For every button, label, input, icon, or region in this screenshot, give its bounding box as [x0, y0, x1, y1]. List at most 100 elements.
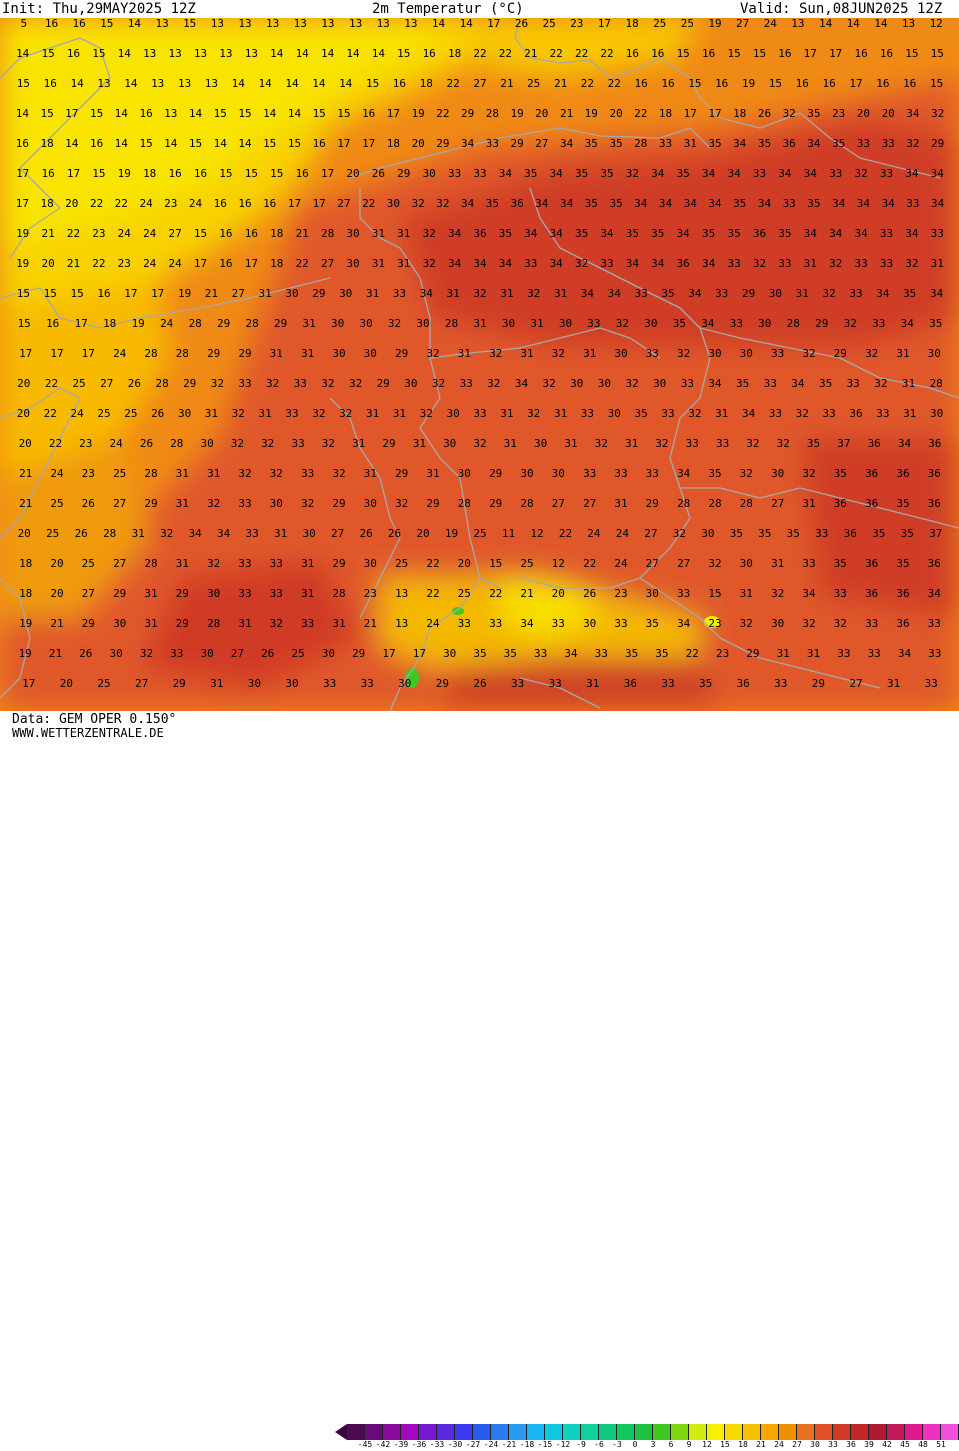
scale-swatch [815, 1424, 833, 1440]
temperature-value: 31 [205, 407, 218, 420]
temperature-value: 14 [346, 47, 360, 60]
temperature-value: 37 [929, 527, 942, 540]
temperature-value: 34 [901, 317, 915, 330]
temperature-value: 36 [844, 527, 857, 540]
temperature-value: 28 [176, 347, 189, 360]
border [359, 188, 501, 589]
temperature-value: 17 [708, 107, 721, 120]
temperature-value: 35 [609, 137, 622, 150]
temperature-value: 28 [170, 437, 183, 450]
alpine-cold-spot [405, 668, 419, 688]
temperature-value: 33 [270, 557, 283, 570]
temperature-value: 24 [614, 557, 628, 570]
temperature-value: 31 [352, 437, 365, 450]
temperature-value: 25 [395, 557, 408, 570]
temperature-value: 15 [219, 167, 232, 180]
temperature-value: 26 [82, 497, 95, 510]
temperature-value: 16 [661, 77, 674, 90]
temperature-value: 31 [238, 617, 251, 630]
country-borders [0, 18, 959, 711]
temperature-value: 15 [753, 47, 766, 60]
coastline [514, 18, 801, 129]
temperature-value: 17 [245, 257, 258, 270]
temperature-value: 17 [124, 287, 137, 300]
temperature-value: 17 [804, 47, 817, 60]
temperature-value: 30 [364, 557, 377, 570]
temperature-value: 23 [716, 647, 729, 660]
temperature-value: 33 [524, 257, 537, 270]
temperature-value: 24 [139, 197, 153, 210]
scale-swatch [671, 1424, 689, 1440]
temperature-value: 32 [802, 347, 815, 360]
temperature-value: 33 [771, 347, 784, 360]
temperature-value: 32 [616, 317, 629, 330]
temperature-value: 13 [377, 18, 390, 30]
temperature-value: 29 [812, 677, 825, 690]
temperature-value: 33 [270, 587, 283, 600]
scale-swatch [545, 1424, 563, 1440]
temperature-value: 17 [829, 47, 842, 60]
temperature-value: 34 [898, 437, 912, 450]
temperature-value: 17 [22, 677, 35, 690]
scale-tick-label: -9 [576, 1440, 586, 1449]
temperature-value: 36 [473, 227, 486, 240]
temperature-value: 30 [708, 347, 721, 360]
temperature-value: 28 [144, 557, 157, 570]
temperature-value: 5 [20, 18, 27, 30]
temperature-value: 35 [524, 167, 537, 180]
temperature-value: 32 [207, 497, 220, 510]
temperature-value: 33 [614, 467, 627, 480]
temperature-value: 29 [395, 347, 408, 360]
temperature-value: 31 [796, 287, 809, 300]
temperature-value: 23 [570, 18, 583, 30]
temperature-value: 29 [207, 347, 220, 360]
temperature-value: 33 [600, 257, 613, 270]
scale-swatch [707, 1424, 725, 1440]
temperature-value: 23 [118, 257, 131, 270]
temperature-value: 29 [436, 137, 449, 150]
scale-tick-label: -15 [537, 1440, 553, 1449]
coastline [0, 387, 81, 539]
temperature-value: 30 [178, 407, 191, 420]
temperature-value: 21 [49, 647, 62, 660]
temperature-value: 18 [19, 557, 32, 570]
temperature-value: 30 [443, 437, 456, 450]
temperature-value: 25 [72, 377, 85, 390]
scale-tick-label: 51 [936, 1440, 946, 1449]
temperature-value: 29 [489, 467, 502, 480]
temperature-value: 32 [207, 557, 220, 570]
temperature-value: 25 [527, 77, 540, 90]
temperature-value: 29 [173, 677, 186, 690]
temperature-value: 28 [787, 317, 800, 330]
temperature-value: 33 [847, 377, 860, 390]
temperature-value: 15 [17, 287, 30, 300]
temperature-value: 27 [677, 557, 690, 570]
temperature-value: 27 [232, 287, 245, 300]
temperature-value: 34 [802, 587, 816, 600]
temperature-value: 31 [625, 437, 638, 450]
map-footer: Data: GEM OPER 0.150° WWW.WETTERZENTRALE… [0, 711, 959, 1449]
temperature-value: 36 [865, 467, 878, 480]
temperature-value: 35 [834, 557, 847, 570]
temperature-value: 27 [231, 647, 244, 660]
temperature-value: 31 [902, 377, 915, 390]
temperature-value: 29 [352, 647, 365, 660]
temperature-value: 29 [931, 137, 944, 150]
border [329, 397, 401, 619]
temperature-value: 17 [19, 347, 32, 360]
scale-swatch [581, 1424, 599, 1440]
temperature-value: 32 [740, 617, 753, 630]
temperature-value: 33 [646, 467, 659, 480]
temperature-value: 33 [634, 287, 647, 300]
temperature-value: 28 [486, 107, 499, 120]
temperature-value: 22 [446, 77, 459, 90]
temperature-value: 15 [189, 137, 202, 150]
temperature-value: 32 [312, 407, 325, 420]
alpine-cold-spot [452, 607, 464, 615]
coastline [349, 127, 711, 179]
temperature-value: 32 [655, 437, 668, 450]
temperature-value: 34 [515, 377, 529, 390]
temperature-value: 31 [176, 557, 189, 570]
temperature-value: 32 [423, 227, 436, 240]
temperature-value: 31 [413, 437, 426, 450]
